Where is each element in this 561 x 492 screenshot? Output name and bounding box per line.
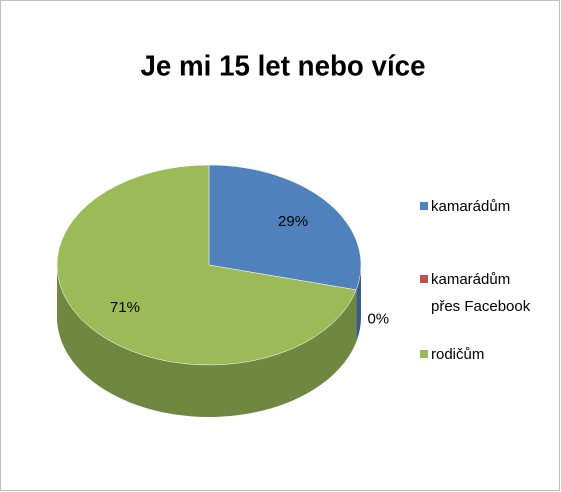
legend-swatch <box>420 275 428 283</box>
legend-swatch <box>420 202 428 210</box>
legend-label: kamarádům přes Facebook <box>431 271 531 315</box>
pie-side <box>57 265 357 417</box>
pie-slice <box>56 164 357 366</box>
legend-item: kamarádům <box>420 193 540 220</box>
pie-side <box>356 265 361 342</box>
pie-slice <box>208 164 362 291</box>
data-label: 29% <box>278 213 308 230</box>
chart-title: Je mi 15 let nebo více <box>141 51 426 83</box>
data-label: 0% <box>367 311 389 328</box>
data-label: 71% <box>110 299 140 316</box>
legend-item: rodičům <box>420 341 540 368</box>
legend-item: kamarádům přes Facebook <box>420 266 540 320</box>
legend-label: rodičům <box>431 346 485 363</box>
legend-swatch <box>420 350 428 358</box>
pie-side-shade <box>57 265 357 417</box>
pie-side-shade <box>356 265 361 342</box>
legend-label: kamarádům <box>431 198 511 215</box>
